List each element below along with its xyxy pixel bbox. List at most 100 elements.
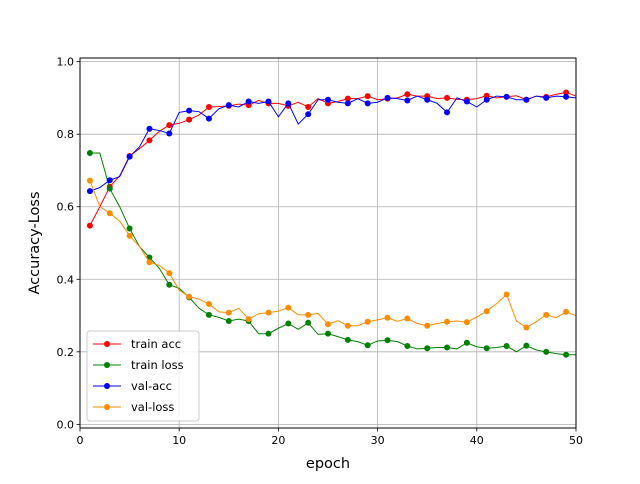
data-point-val-loss xyxy=(245,316,252,323)
data-point-val-loss xyxy=(285,304,292,311)
data-point-val-loss xyxy=(364,318,371,325)
data-point-val-acc xyxy=(503,93,510,100)
data-point-train-acc xyxy=(404,91,411,98)
data-point-val-acc xyxy=(86,188,93,195)
legend-label-val-loss: val-loss xyxy=(131,400,174,414)
legend-swatch-marker-val-acc xyxy=(104,383,110,389)
data-point-train-acc xyxy=(166,122,173,129)
data-point-val-acc xyxy=(305,111,312,118)
y-tick-label: 0.6 xyxy=(57,201,75,214)
data-point-train-loss xyxy=(285,320,292,327)
data-point-val-loss xyxy=(563,308,570,315)
data-point-val-acc xyxy=(186,107,193,114)
data-point-val-acc xyxy=(146,125,153,132)
data-point-val-acc xyxy=(325,96,331,103)
data-point-train-acc xyxy=(146,137,153,144)
data-point-train-acc xyxy=(444,94,451,101)
data-point-train-loss xyxy=(126,225,133,232)
data-point-val-acc xyxy=(166,130,173,137)
series-line-val-acc xyxy=(89,95,577,192)
data-point-val-loss xyxy=(186,293,193,300)
plot-frame xyxy=(79,57,577,429)
data-point-val-loss xyxy=(265,309,272,316)
data-point-train-acc xyxy=(86,222,93,229)
y-tick-label: 0.2 xyxy=(57,346,75,359)
data-point-train-loss xyxy=(364,342,371,349)
legend-label-train-acc: train acc xyxy=(131,337,181,351)
data-point-val-loss xyxy=(106,210,113,217)
data-point-train-loss xyxy=(265,330,272,337)
data-point-val-loss xyxy=(344,322,351,329)
y-axis-label: Accuracy-Loss xyxy=(27,192,43,295)
data-point-val-loss xyxy=(523,324,530,331)
data-point-val-acc xyxy=(483,96,490,103)
data-point-val-acc xyxy=(285,100,292,107)
data-point-train-loss xyxy=(424,345,431,352)
data-point-train-loss xyxy=(106,185,113,192)
data-point-val-acc xyxy=(463,98,470,105)
data-point-val-loss xyxy=(325,321,331,328)
series-line-val-loss xyxy=(89,180,577,329)
data-point-val-loss xyxy=(146,259,153,266)
data-point-val-loss xyxy=(384,314,391,321)
x-tick-label: 30 xyxy=(371,434,385,447)
data-point-val-loss xyxy=(86,177,93,184)
data-point-train-acc xyxy=(305,103,312,110)
data-point-val-loss xyxy=(503,291,510,298)
y-tick-label: 0.0 xyxy=(57,418,75,431)
legend-swatch-marker-train-loss xyxy=(104,362,110,368)
data-point-val-loss xyxy=(225,309,232,316)
data-point-val-acc xyxy=(543,94,550,101)
data-point-train-loss xyxy=(503,343,510,350)
series-val-acc xyxy=(86,93,577,195)
data-point-val-acc xyxy=(404,97,411,104)
x-tick-label: 50 xyxy=(569,434,583,447)
data-point-val-loss xyxy=(483,308,490,315)
data-point-train-acc xyxy=(364,93,371,100)
data-point-train-acc xyxy=(186,116,193,123)
legend-box xyxy=(86,330,200,422)
data-point-train-loss xyxy=(404,343,411,350)
data-point-val-acc xyxy=(106,177,113,184)
data-point-val-acc xyxy=(126,153,133,160)
data-point-val-acc xyxy=(523,96,530,103)
legend-label-val-acc: val-acc xyxy=(131,379,172,393)
data-point-train-acc xyxy=(205,103,212,110)
data-point-val-loss xyxy=(424,322,431,329)
data-point-val-loss xyxy=(166,270,173,277)
x-axis-label: epoch xyxy=(306,456,350,472)
data-point-train-loss xyxy=(325,330,331,337)
data-point-val-acc xyxy=(344,100,351,107)
data-point-val-loss xyxy=(404,315,411,322)
data-point-val-acc xyxy=(225,102,232,109)
data-point-val-acc xyxy=(444,109,451,116)
ticks: 0 10 20 30 40 50 0.0 0.2 0.4 0.6 0.8 1.0 xyxy=(57,56,584,447)
data-point-train-loss xyxy=(344,336,351,343)
legend-swatch-marker-train-acc xyxy=(104,341,110,347)
data-point-val-acc xyxy=(205,115,212,122)
data-point-val-loss xyxy=(543,311,550,318)
data-point-val-loss xyxy=(205,300,212,307)
x-tick-label: 0 xyxy=(77,434,84,447)
y-tick-label: 1.0 xyxy=(57,56,75,69)
data-point-val-loss xyxy=(463,319,470,326)
legend-label-train-loss: train loss xyxy=(131,358,184,372)
x-tick-label: 10 xyxy=(172,434,186,447)
data-point-val-acc xyxy=(424,96,431,103)
data-point-train-loss xyxy=(543,348,550,355)
data-point-val-acc xyxy=(265,98,272,105)
legend: train acc train loss val-acc val-loss xyxy=(86,330,200,422)
data-point-train-loss xyxy=(384,337,391,344)
series-val-loss xyxy=(86,177,577,331)
x-tick-label: 40 xyxy=(470,434,484,447)
data-point-train-loss xyxy=(205,311,212,318)
data-point-train-loss xyxy=(166,281,173,288)
data-point-train-loss xyxy=(225,317,232,324)
data-point-val-acc xyxy=(384,94,391,101)
data-point-train-loss xyxy=(563,351,570,358)
data-point-val-loss xyxy=(305,311,312,318)
y-tick-label: 0.4 xyxy=(57,273,75,286)
data-point-train-acc xyxy=(563,89,570,96)
